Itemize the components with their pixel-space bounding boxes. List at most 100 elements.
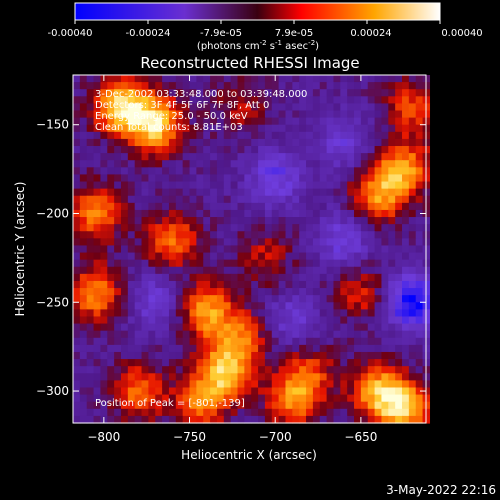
- heatmap-cell: [244, 280, 252, 289]
- heatmap-cell: [319, 217, 328, 225]
- heatmap-cell: [210, 280, 218, 289]
- heatmap-cell: [278, 89, 287, 97]
- heatmap-cell: [168, 89, 177, 97]
- heatmap-cell: [354, 359, 362, 367]
- heatmap-cell: [244, 273, 252, 282]
- heatmap-cell: [278, 224, 287, 232]
- heatmap-cell: [388, 89, 396, 97]
- heatmap-cell: [347, 138, 355, 147]
- heatmap-cell: [402, 266, 410, 275]
- heatmap-cell: [292, 146, 300, 154]
- heatmap-cell: [312, 217, 321, 225]
- heatmap-cell: [127, 266, 136, 275]
- heatmap-cell: [216, 146, 225, 154]
- heatmap-cell: [86, 82, 95, 90]
- heatmap-cell: [251, 224, 259, 232]
- heatmap-cell: [93, 252, 102, 261]
- heatmap-cell: [388, 167, 396, 176]
- heatmap-cell: [415, 167, 424, 176]
- heatmap-cell: [155, 124, 163, 133]
- plot-frame: [72, 74, 427, 424]
- heatmap-cell: [148, 117, 156, 126]
- heatmap-cell: [210, 131, 218, 140]
- heatmap-cell: [120, 238, 129, 247]
- heatmap-cell: [333, 351, 341, 360]
- x-tick-label: −750: [173, 430, 206, 444]
- heatmap-cell: [100, 181, 108, 190]
- heatmap-cell: [306, 202, 314, 211]
- heatmap-cell: [175, 359, 184, 367]
- heatmap-cell: [107, 153, 115, 161]
- heatmap-cell: [326, 202, 335, 211]
- heatmap-cell: [271, 359, 280, 367]
- heatmap-cell: [175, 259, 184, 268]
- heatmap-cell: [408, 323, 417, 332]
- heatmap-cell: [251, 288, 259, 296]
- heatmap-cell: [285, 110, 293, 119]
- heatmap-cell: [388, 280, 396, 289]
- heatmap-cell: [347, 302, 355, 310]
- heatmap-cell: [79, 117, 88, 126]
- heatmap-cell: [285, 408, 293, 417]
- heatmap-cell: [127, 146, 136, 154]
- heatmap-cell: [374, 408, 383, 417]
- heatmap-cell: [258, 138, 266, 147]
- heatmap-cell: [381, 174, 389, 183]
- heatmap-cell: [285, 124, 293, 133]
- heatmap-cell: [162, 146, 170, 154]
- heatmap-cell: [148, 394, 156, 403]
- heatmap-cell: [216, 316, 225, 325]
- heatmap-cell: [182, 103, 191, 112]
- heatmap-cell: [127, 217, 136, 225]
- heatmap-cell: [203, 394, 211, 403]
- heatmap-cell: [230, 252, 239, 261]
- heatmap-cell: [306, 188, 314, 197]
- heatmap-cell: [86, 146, 95, 154]
- heatmap-cell: [258, 75, 266, 83]
- heatmap-cell: [354, 309, 362, 318]
- heatmap-cell: [395, 217, 403, 225]
- heatmap-cell: [223, 153, 232, 161]
- heatmap-cell: [395, 273, 403, 282]
- heatmap-cell: [216, 110, 225, 119]
- heatmap-cell: [100, 209, 108, 218]
- heatmap-cell: [340, 224, 348, 232]
- heatmap-cell: [107, 217, 115, 225]
- heatmap-cell: [93, 231, 102, 239]
- heatmap-cell: [408, 245, 417, 254]
- heatmap-cell: [299, 131, 307, 140]
- heatmap-cell: [107, 75, 115, 83]
- heatmap-cell: [196, 188, 204, 197]
- heatmap-cell: [333, 238, 341, 247]
- heatmap-cell: [388, 117, 396, 126]
- heatmap-cell: [381, 231, 389, 239]
- heatmap-cell: [271, 174, 280, 183]
- heatmap-cell: [408, 195, 417, 204]
- heatmap-cell: [374, 280, 383, 289]
- heatmap-cell: [237, 295, 245, 303]
- heatmap-cell: [347, 309, 355, 318]
- heatmap-cell: [79, 330, 88, 339]
- heatmap-cell: [114, 238, 122, 247]
- heatmap-cell: [141, 252, 149, 261]
- heatmap-cell: [333, 373, 341, 381]
- heatmap-cell: [264, 323, 273, 332]
- heatmap-cell: [360, 380, 369, 389]
- heatmap-cell: [408, 408, 417, 417]
- heatmap-cell: [326, 89, 335, 97]
- heatmap-cell: [155, 174, 163, 183]
- heatmap-cell: [360, 209, 369, 218]
- heatmap-cell: [285, 231, 293, 239]
- heatmap-cell: [148, 380, 156, 389]
- heatmap-cell: [292, 259, 300, 268]
- heatmap-cell: [306, 266, 314, 275]
- heatmap-cell: [168, 401, 177, 410]
- heatmap-cell: [251, 89, 259, 97]
- heatmap-cell: [388, 217, 396, 225]
- heatmap-cell: [374, 344, 383, 353]
- heatmap-cell: [134, 351, 143, 360]
- heatmap-cell: [86, 238, 95, 247]
- heatmap-cell: [93, 75, 102, 83]
- colorbar-tick-label: -0.00024: [126, 28, 171, 39]
- heatmap-cell: [367, 337, 376, 346]
